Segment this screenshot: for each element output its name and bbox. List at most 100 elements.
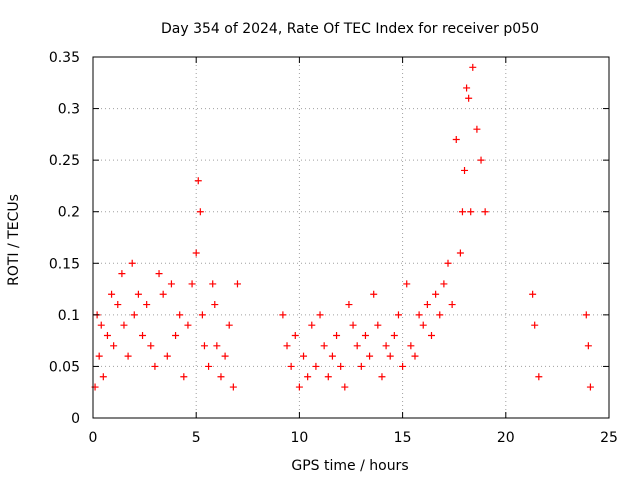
- data-point: [128, 259, 136, 267]
- data-point: [436, 311, 444, 319]
- data-point: [419, 321, 427, 329]
- grid: [93, 57, 609, 418]
- data-point: [205, 362, 213, 370]
- data-point: [465, 94, 473, 102]
- y-tick-label: 0.1: [58, 308, 80, 324]
- data-point: [95, 352, 103, 360]
- data-point: [233, 280, 241, 288]
- data-point: [225, 321, 233, 329]
- y-tick-label: 0.3: [58, 102, 80, 118]
- data-point: [386, 352, 394, 360]
- data-point: [295, 383, 303, 391]
- data-point: [159, 290, 167, 298]
- data-point: [345, 301, 353, 309]
- data-point: [328, 352, 336, 360]
- data-point: [427, 331, 435, 339]
- data-point: [99, 373, 107, 381]
- data-point: [353, 342, 361, 350]
- data-point: [103, 331, 111, 339]
- y-tick-label: 0.15: [49, 256, 80, 272]
- data-point: [456, 249, 464, 257]
- data-point: [390, 331, 398, 339]
- x-tick-label: 15: [394, 430, 412, 446]
- data-point: [440, 280, 448, 288]
- axis-ticks: [92, 56, 610, 419]
- data-point: [320, 342, 328, 350]
- data-point: [211, 301, 219, 309]
- data-point: [467, 208, 475, 216]
- y-tick-label: 0.25: [49, 153, 80, 169]
- data-point: [291, 331, 299, 339]
- data-point: [196, 208, 204, 216]
- data-point: [341, 383, 349, 391]
- data-point: [134, 290, 142, 298]
- data-point: [184, 321, 192, 329]
- data-point: [229, 383, 237, 391]
- data-point: [361, 331, 369, 339]
- data-point: [432, 290, 440, 298]
- data-point: [287, 362, 295, 370]
- data-point: [586, 383, 594, 391]
- data-point: [198, 311, 206, 319]
- data-point: [120, 321, 128, 329]
- data-point: [200, 342, 208, 350]
- data-point: [188, 280, 196, 288]
- data-point: [172, 331, 180, 339]
- data-point: [382, 342, 390, 350]
- y-tick-label: 0.05: [49, 359, 80, 375]
- data-point: [399, 362, 407, 370]
- y-tick-label: 0: [71, 411, 80, 427]
- data-point: [349, 321, 357, 329]
- data-point: [378, 373, 386, 381]
- data-point: [529, 290, 537, 298]
- data-point: [477, 156, 485, 164]
- data-point: [337, 362, 345, 370]
- data-point: [452, 136, 460, 144]
- data-point: [535, 373, 543, 381]
- data-point: [481, 208, 489, 216]
- data-point: [108, 290, 116, 298]
- data-point: [366, 352, 374, 360]
- tick-labels: 0 5 10 15 20 25 0 0.05 0.1 0.15 0.2 0.25 0.3 0.35: [49, 50, 618, 446]
- data-point: [582, 311, 590, 319]
- data-point: [213, 342, 221, 350]
- data-point: [403, 280, 411, 288]
- data-point: [143, 301, 151, 309]
- data-point: [279, 311, 287, 319]
- data-point: [114, 301, 122, 309]
- data-point: [461, 166, 469, 174]
- data-point: [217, 373, 225, 381]
- data-point: [155, 270, 163, 278]
- data-point: [176, 311, 184, 319]
- data-point: [411, 352, 419, 360]
- data-points: [91, 63, 594, 391]
- data-point: [444, 259, 452, 267]
- y-tick-label: 0.2: [58, 205, 80, 221]
- data-point: [139, 331, 147, 339]
- data-point: [130, 311, 138, 319]
- y-axis-label: ROTI / TECUs: [6, 194, 22, 286]
- data-point: [316, 311, 324, 319]
- x-tick-label: 0: [89, 430, 98, 446]
- data-point: [124, 352, 132, 360]
- data-point: [194, 177, 202, 185]
- data-point: [151, 362, 159, 370]
- data-point: [324, 373, 332, 381]
- data-point: [394, 311, 402, 319]
- data-point: [180, 373, 188, 381]
- data-point: [110, 342, 118, 350]
- data-point: [415, 311, 423, 319]
- x-tick-label: 5: [192, 430, 201, 446]
- data-point: [304, 373, 312, 381]
- data-point: [118, 270, 126, 278]
- data-point: [357, 362, 365, 370]
- data-point: [458, 208, 466, 216]
- data-point: [221, 352, 229, 360]
- x-tick-label: 10: [290, 430, 308, 446]
- x-tick-label: 20: [497, 430, 515, 446]
- data-point: [283, 342, 291, 350]
- y-tick-label: 0.35: [49, 50, 80, 66]
- data-point: [463, 84, 471, 92]
- data-point: [469, 63, 477, 71]
